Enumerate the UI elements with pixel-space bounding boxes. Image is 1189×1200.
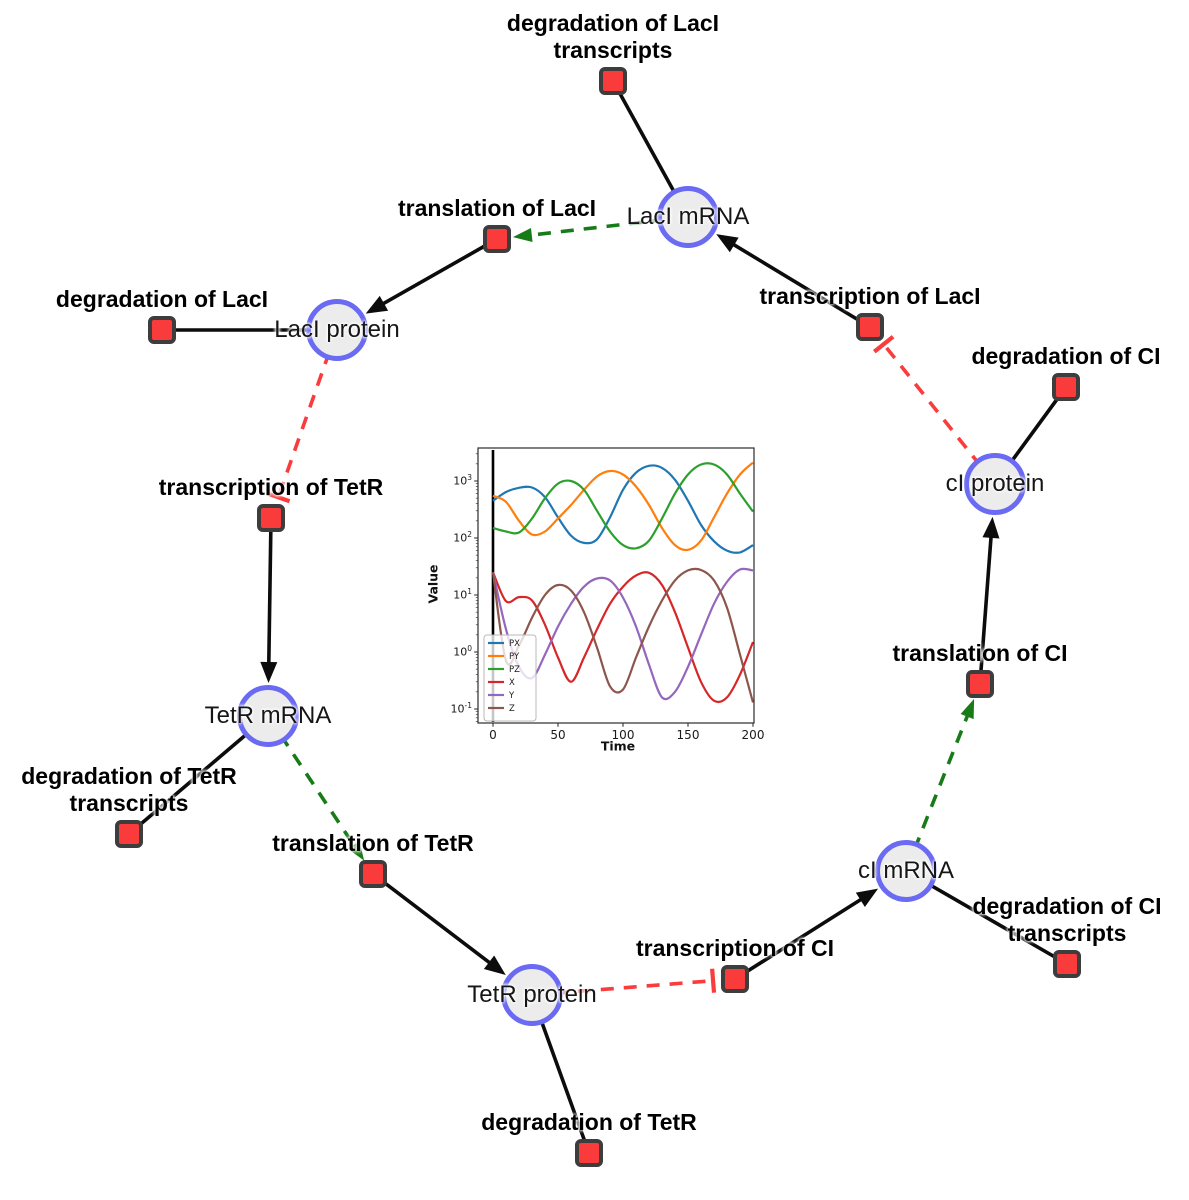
reaction-label-degradation-of-laci: degradation of LacI bbox=[55, 286, 269, 312]
reaction-label-degradation-of-ci-transcripts: degradation of CI transcripts bbox=[972, 893, 1162, 946]
reaction-label-translation-of-ci: translation of CI bbox=[892, 640, 1068, 666]
x-tick-label: 150 bbox=[677, 728, 700, 742]
reaction-label-translation-of-laci: translation of LacI bbox=[397, 195, 597, 221]
legend-label-y: Y bbox=[508, 691, 515, 701]
reaction-node-translation-of-ci bbox=[966, 670, 994, 698]
edge-product-transcription-of-tetr-to-tetr-mrna bbox=[260, 517, 278, 684]
species-label-tetr-mrna: TetR mRNA bbox=[204, 702, 332, 729]
edge-product-transcription-of-ci-to-ci-mrna bbox=[734, 888, 879, 981]
reaction-node-degradation-of-ci-transcripts bbox=[1053, 950, 1081, 978]
reaction-node-degradation-of-laci bbox=[148, 316, 176, 344]
species-node-ci-mrna bbox=[875, 840, 937, 902]
edge-product-translation-of-ci-to-ci-protein bbox=[978, 516, 1000, 685]
species-label-laci-protein: LacI protein bbox=[274, 316, 400, 343]
y-tick-label: 103 bbox=[453, 473, 472, 488]
reaction-label-translation-of-tetr: translation of TetR bbox=[272, 830, 474, 856]
reaction-node-degradation-of-tetr bbox=[575, 1139, 603, 1167]
y-tick-label: 100 bbox=[453, 644, 472, 659]
reaction-label-transcription-of-laci: transcription of LacI bbox=[759, 283, 981, 309]
species-label-tetr-protein: TetR protein bbox=[467, 981, 597, 1008]
plot-canvas: 10-1 100 101 102 103 0 50 100 150 200 PX PY PZ XYZ bbox=[451, 447, 765, 742]
species-node-ci-protein bbox=[964, 453, 1026, 515]
reaction-label-transcription-of-tetr: transcription of TetR bbox=[158, 474, 384, 500]
legend-label-py: PY bbox=[509, 652, 520, 662]
species-label-ci-mrna: cI mRNA bbox=[858, 857, 954, 884]
x-tick-label: 100 bbox=[612, 728, 635, 742]
x-tick-label: 200 bbox=[742, 728, 765, 742]
reaction-node-degradation-of-ci bbox=[1052, 373, 1080, 401]
edge-product-transcription-of-laci-to-laci-mrna bbox=[716, 234, 871, 329]
x-tick-label: 0 bbox=[489, 728, 497, 742]
reaction-label-degradation-of-tetr: degradation of TetR bbox=[481, 1109, 697, 1135]
x-axis-title: Time bbox=[600, 738, 636, 754]
reaction-label-degradation-of-tetr-transcripts: degradation of TetR transcripts bbox=[21, 763, 237, 816]
legend-label-z: Z bbox=[509, 704, 515, 714]
series-line-z bbox=[491, 567, 754, 703]
edge-product-translation-of-laci-to-laci-protein bbox=[365, 237, 498, 314]
legend-label-x: X bbox=[509, 678, 515, 688]
species-label-laci-mrna: LacI mRNA bbox=[626, 203, 750, 230]
species-node-laci-protein bbox=[306, 299, 368, 361]
legend-label-pz: PZ bbox=[509, 665, 520, 675]
simulation-plot: 10-1 100 101 102 103 0 50 100 150 200 PX PY PZ X Y Z Ti… bbox=[410, 425, 782, 767]
y-axis-title: Value bbox=[425, 564, 441, 604]
reaction-node-translation-of-laci bbox=[483, 225, 511, 253]
y-tick-label: 10-1 bbox=[451, 701, 473, 716]
reaction-node-transcription-of-tetr bbox=[257, 504, 285, 532]
reaction-label-transcription-of-ci: transcription of CI bbox=[635, 935, 835, 961]
edge-product-translation-of-tetr-to-tetr-protein bbox=[371, 872, 506, 976]
reaction-label-degradation-of-laci-transcripts: degradation of LacI transcripts bbox=[506, 10, 720, 63]
x-tick-label: 50 bbox=[550, 728, 565, 742]
reaction-node-degradation-of-laci-transcripts bbox=[599, 67, 627, 95]
series-line-x bbox=[491, 571, 754, 704]
reaction-node-degradation-of-tetr-transcripts bbox=[115, 820, 143, 848]
reaction-node-transcription-of-ci bbox=[721, 965, 749, 993]
species-label-ci-protein: cI protein bbox=[945, 470, 1045, 497]
species-node-tetr-protein bbox=[501, 964, 563, 1026]
reaction-node-translation-of-tetr bbox=[359, 860, 387, 888]
series-line-px bbox=[492, 464, 754, 554]
plot-frame bbox=[477, 447, 755, 724]
series-line-py bbox=[492, 461, 754, 552]
legend: PX PY PZ XYZ bbox=[483, 634, 537, 722]
reaction-node-transcription-of-laci bbox=[856, 313, 884, 341]
y-tick-label: 101 bbox=[453, 587, 472, 602]
species-node-laci-mrna bbox=[657, 186, 719, 248]
series-line-pz bbox=[492, 462, 754, 550]
species-node-tetr-mrna bbox=[237, 685, 299, 747]
reaction-label-degradation-of-ci: degradation of CI bbox=[971, 343, 1161, 369]
legend-label-px: PX bbox=[509, 639, 520, 649]
y-tick-label: 102 bbox=[453, 530, 472, 545]
